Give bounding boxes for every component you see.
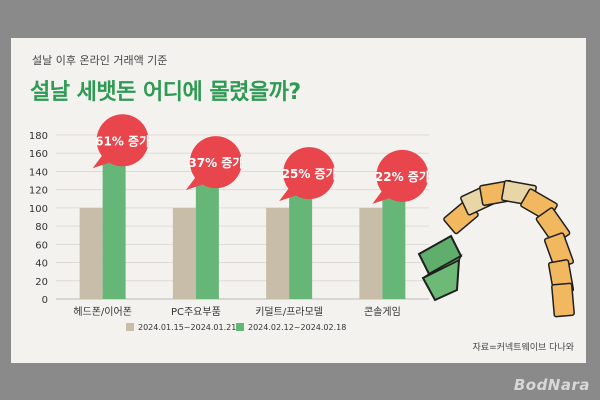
legend-swatch	[236, 323, 244, 331]
y-tick-label: 100	[29, 204, 48, 215]
callout-label: 22% 증가	[375, 169, 430, 184]
legend-label: 2024.02.12~2024.02.18	[248, 323, 346, 332]
chart-title: 설날 세뱃돈 어디에 몰렸을까?	[30, 80, 301, 105]
x-tick-label: 키덜트/프라모델	[255, 306, 323, 318]
x-tick-label: 콘솔게임	[364, 305, 401, 318]
watermark-logo: BodNara	[513, 376, 590, 394]
y-axis-ticks: 0 20 40 60 80 100 120 140 160 180	[29, 131, 48, 306]
callout-label: 61% 증가	[95, 133, 150, 148]
chart-subtitle: 설날 이후 온라인 거래액 기준	[32, 54, 168, 67]
callout-bubble	[283, 147, 336, 200]
y-tick-label: 160	[29, 149, 48, 160]
bar	[289, 185, 313, 299]
y-tick-label: 180	[29, 131, 48, 142]
money-arch-illustration	[417, 179, 575, 318]
bar	[382, 187, 406, 299]
callout-label: 37% 증가	[188, 155, 243, 170]
callout-label: 25% 증가	[282, 166, 337, 181]
bar	[359, 207, 383, 299]
bucket-icon	[417, 234, 463, 302]
callout-bubble	[376, 149, 429, 202]
bar-chart: 0 20 40 60 80 100 120 140 160 180 헤드폰/이어폰 PC주요부품 키덜…	[29, 114, 575, 332]
bar	[195, 174, 219, 299]
legend-label: 2024.01.15~2024.01.21	[138, 323, 236, 332]
x-tick-label: 헤드폰/이어폰	[73, 306, 132, 318]
callouts: 61% 증가 37% 증가 25% 증가 22% 증가	[92, 114, 430, 204]
y-tick-label: 80	[35, 222, 48, 233]
y-tick-label: 120	[29, 186, 48, 197]
bar	[172, 207, 196, 299]
legend-swatch	[126, 323, 134, 331]
callout-bubble	[189, 136, 242, 189]
source-note: 자료=커넥트웨이브 다나와	[472, 343, 574, 353]
y-tick-label: 60	[35, 240, 48, 251]
y-tick-label: 0	[42, 295, 48, 306]
callout-bubble	[96, 114, 149, 167]
x-axis-labels: 헤드폰/이어폰 PC주요부품 키덜트/프라모델 콘솔게임	[73, 305, 400, 318]
gold-bill-icons	[443, 179, 575, 318]
bars	[79, 152, 406, 299]
bar	[266, 207, 290, 299]
y-tick-label: 140	[29, 167, 48, 178]
legend: 2024.01.15~2024.01.21 2024.02.12~2024.02.…	[126, 323, 346, 332]
y-tick-label: 40	[35, 259, 48, 270]
bar	[102, 152, 126, 299]
infographic-card: 설날 이후 온라인 거래액 기준 설날 세뱃돈 어디에 몰렸을까? 0 20 40 6…	[11, 38, 586, 363]
x-tick-label: PC주요부품	[171, 306, 221, 318]
y-tick-label: 20	[35, 277, 48, 288]
bar	[79, 207, 103, 299]
